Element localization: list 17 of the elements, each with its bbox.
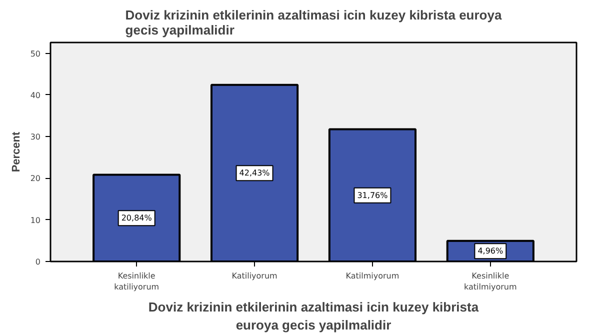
data-label: 4,96% (478, 246, 504, 256)
y-tick-label: 10 (30, 216, 41, 225)
x-tick-label: Kesinlikle katilmiyorum (464, 272, 517, 292)
x-tick-label: Kesinlikle katiliyorum (114, 272, 160, 292)
data-label: 42,43% (239, 168, 270, 178)
y-tick-label: 50 (30, 49, 41, 58)
data-label: 31,76% (357, 190, 388, 200)
y-axis-title: Percent (10, 131, 22, 172)
y-tick-label: 40 (30, 90, 41, 100)
y-tick-label: 20 (30, 174, 41, 184)
y-tick-label: 30 (30, 132, 41, 142)
x-tick-label: Katiliyorum (232, 272, 278, 280)
y-tick-label: 0 (35, 258, 41, 266)
chart-title: Doviz krizinin etkilerinin azaltimasi icin kuzey kibrista euroya gecis yapilmalidir (125, 8, 502, 38)
x-tick-label: Katilmiyorum (346, 272, 400, 280)
x-axis-title: Doviz krizinin etkilerinin azaltimasi icin kuzey kibrista euroya gecis yapilmalidir (148, 299, 480, 332)
data-label: 20,84% (121, 214, 152, 223)
